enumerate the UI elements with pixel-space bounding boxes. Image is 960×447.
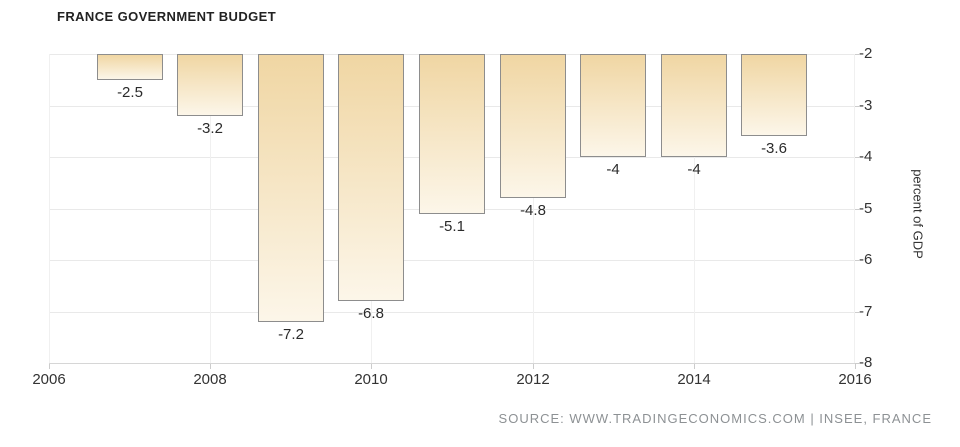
x-axis-label-2008: 2008 bbox=[193, 371, 227, 388]
bar-2011[interactable] bbox=[419, 54, 485, 214]
y-tick-mark bbox=[855, 260, 860, 261]
bar-2007[interactable] bbox=[97, 54, 163, 80]
v-gridline bbox=[49, 54, 50, 363]
chart-title: FRANCE GOVERNMENT BUDGET bbox=[57, 9, 277, 24]
y-axis-title: percent of GDP bbox=[910, 169, 926, 259]
x-axis-label-2010: 2010 bbox=[354, 371, 388, 388]
bar-2010[interactable] bbox=[338, 54, 404, 301]
bar-value-label-2015: -3.6 bbox=[761, 140, 787, 157]
h-gridline bbox=[49, 260, 855, 261]
bar-value-label-2008: -3.2 bbox=[197, 120, 223, 137]
plot-area: -2.5 -3.2 -7.2 -6.8 -5.1 -4.8 -4 -4 -3.6 bbox=[49, 54, 855, 364]
x-axis-label-2012: 2012 bbox=[516, 371, 550, 388]
bar-value-label-2014: -4 bbox=[687, 161, 701, 178]
x-tick-mark bbox=[855, 364, 856, 369]
y-tick-mark bbox=[855, 157, 860, 158]
y-tick-mark bbox=[855, 106, 860, 107]
x-tick-mark bbox=[49, 364, 50, 369]
source-attribution: SOURCE: WWW.TRADINGECONOMICS.COM | INSEE… bbox=[498, 411, 932, 426]
bar-value-label-2013: -4 bbox=[606, 161, 620, 178]
y-axis-label--3: -3 bbox=[859, 97, 873, 114]
bar-value-label-2009: -7.2 bbox=[278, 326, 304, 343]
bar-2009[interactable] bbox=[258, 54, 324, 322]
y-tick-mark bbox=[855, 54, 860, 55]
bar-value-label-2007: -2.5 bbox=[117, 84, 143, 101]
bar-2008[interactable] bbox=[177, 54, 243, 116]
bar-value-label-2011: -5.1 bbox=[439, 218, 465, 235]
v-gridline bbox=[210, 54, 211, 363]
y-axis-label--7: -7 bbox=[859, 303, 873, 320]
y-axis-label--4: -4 bbox=[859, 148, 873, 165]
y-axis-label--6: -6 bbox=[859, 251, 873, 268]
y-tick-mark bbox=[855, 312, 860, 313]
y-axis-label--8: -8 bbox=[859, 354, 873, 371]
y-tick-mark bbox=[855, 363, 860, 364]
y-axis-label--5: -5 bbox=[859, 200, 873, 217]
x-axis-label-2006: 2006 bbox=[32, 371, 66, 388]
v-gridline bbox=[694, 54, 695, 363]
bar-2013[interactable] bbox=[580, 54, 646, 157]
x-tick-mark bbox=[371, 364, 372, 369]
y-tick-mark bbox=[855, 209, 860, 210]
bar-2015[interactable] bbox=[741, 54, 807, 136]
x-tick-mark bbox=[210, 364, 211, 369]
v-gridline bbox=[854, 54, 855, 363]
v-gridline bbox=[533, 54, 534, 363]
x-axis-label-2014: 2014 bbox=[677, 371, 711, 388]
x-tick-mark bbox=[533, 364, 534, 369]
bar-2012[interactable] bbox=[500, 54, 566, 198]
bar-value-label-2010: -6.8 bbox=[358, 305, 384, 322]
bar-value-label-2012: -4.8 bbox=[520, 202, 546, 219]
h-gridline bbox=[49, 312, 855, 313]
x-axis-label-2016: 2016 bbox=[838, 371, 872, 388]
bar-2014[interactable] bbox=[661, 54, 727, 157]
y-axis-label--2: -2 bbox=[859, 45, 873, 62]
x-tick-mark bbox=[694, 364, 695, 369]
